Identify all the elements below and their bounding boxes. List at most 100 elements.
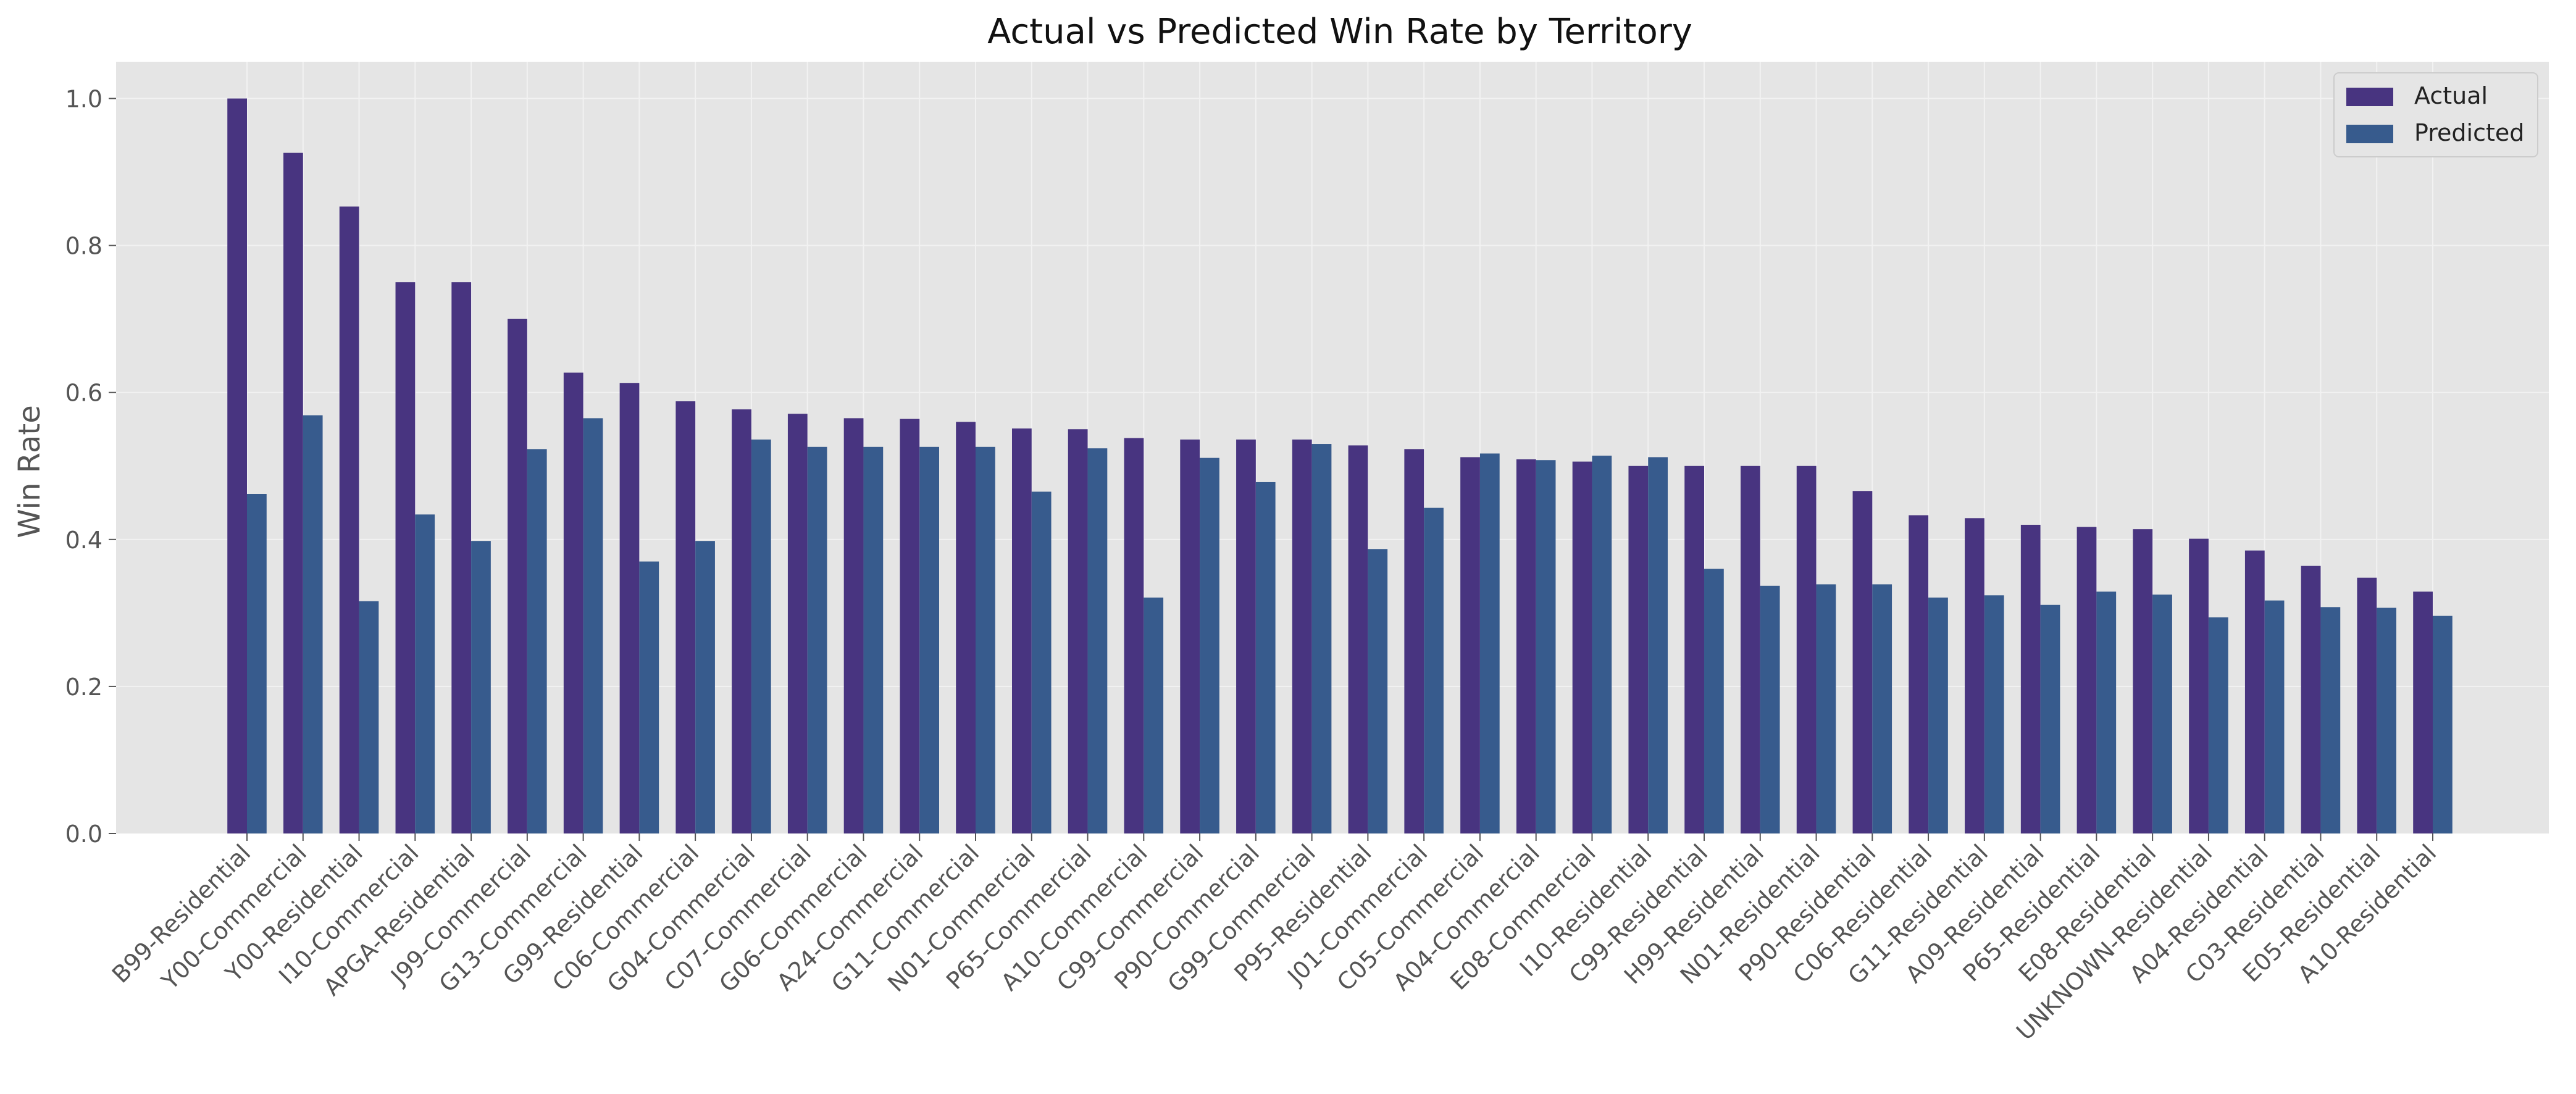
bar-actual [956, 422, 976, 833]
bar-predicted [976, 446, 995, 833]
bar-predicted [751, 439, 771, 833]
bar-actual [2413, 591, 2433, 833]
y-tick-label: 0.8 [65, 233, 102, 260]
bar-actual [227, 98, 247, 833]
y-tick-label: 0.0 [65, 820, 102, 848]
bar-predicted [583, 418, 603, 833]
bar-actual [2076, 527, 2097, 833]
bar-predicted [2152, 595, 2172, 833]
bar-predicted [1311, 444, 1332, 833]
bar-predicted [2096, 591, 2117, 833]
bar-actual [1572, 461, 1592, 833]
bar-predicted [639, 561, 659, 833]
bar-actual [619, 383, 640, 833]
bar-predicted [1031, 491, 1052, 833]
bar-predicted [359, 601, 379, 833]
legend-swatch [2346, 125, 2393, 143]
bar-predicted [695, 541, 715, 833]
bar-predicted [247, 494, 267, 833]
bar-actual [1965, 518, 1984, 833]
legend: Actual Predicted [2333, 72, 2538, 157]
bar-predicted [2040, 604, 2060, 833]
bar-actual [900, 419, 920, 833]
bar-predicted [2264, 600, 2285, 833]
bar-predicted [1984, 595, 2004, 833]
bar-actual [1684, 466, 1704, 833]
bar-predicted [303, 415, 323, 833]
y-tick-label: 1.0 [65, 86, 102, 113]
bar-predicted [919, 446, 939, 833]
bar-predicted [1479, 453, 1500, 833]
bar-actual [732, 409, 751, 833]
bar-actual [2244, 550, 2265, 833]
bar-actual [2020, 525, 2041, 833]
legend-label: Predicted [2414, 119, 2524, 146]
series-actual [227, 98, 2433, 834]
bar-actual [1741, 466, 1760, 833]
legend-swatch [2346, 88, 2393, 106]
bar-actual [1460, 457, 1480, 833]
bar-predicted [2433, 616, 2453, 833]
bar-predicted [1536, 460, 1556, 833]
bar-predicted [1424, 507, 1444, 833]
bar-actual [1124, 438, 1144, 833]
bar-predicted [1816, 584, 1836, 833]
bar-actual [1796, 466, 1817, 833]
y-axis-label: Win Rate [12, 405, 47, 538]
bar-actual [508, 319, 527, 833]
bar-actual [451, 282, 472, 834]
series-predicted [247, 415, 2453, 833]
bar-actual [1012, 428, 1032, 833]
bar-actual [1852, 491, 1873, 833]
y-tick-label: 0.6 [65, 380, 102, 407]
bar-actual [563, 372, 583, 833]
bar-actual [395, 282, 416, 834]
bar-predicted [527, 449, 547, 833]
bar-predicted [2208, 617, 2228, 833]
bar-predicted [415, 514, 435, 833]
bar-predicted [1087, 448, 1108, 833]
bar-actual [1292, 439, 1312, 833]
bar-actual [2357, 577, 2377, 833]
bar-predicted [863, 446, 884, 833]
bar-predicted [1704, 569, 1724, 833]
bar-predicted [1928, 597, 1948, 833]
bar-predicted [1592, 456, 1612, 833]
bar-actual [283, 152, 303, 834]
bar-actual [2189, 538, 2209, 833]
bar-predicted [1368, 549, 1388, 833]
bar-actual [1628, 466, 1649, 833]
bar-actual [1068, 429, 1088, 833]
bar-predicted [2320, 607, 2341, 833]
bar-actual [2133, 529, 2153, 833]
y-tick-label: 0.2 [65, 674, 102, 701]
bar-predicted [1200, 457, 1219, 833]
y-tick-label: 0.4 [65, 527, 102, 554]
bars [227, 98, 2453, 834]
y-axis: 0.0 0.2 0.4 0.6 0.8 1.0 [65, 86, 116, 848]
bar-predicted [807, 446, 827, 833]
chart-title: Actual vs Predicted Win Rate by Territor… [987, 12, 1692, 52]
bar-predicted [471, 541, 491, 833]
bar-actual [1516, 459, 1536, 833]
bar-predicted [1648, 457, 1668, 833]
legend-label: Actual [2414, 82, 2488, 109]
bar-actual [1180, 439, 1200, 833]
bar-predicted [1760, 585, 1780, 833]
bar-actual [339, 206, 359, 833]
bar-predicted [1872, 584, 1892, 833]
bar-predicted [1144, 597, 1164, 833]
bar-actual [1404, 449, 1424, 833]
bar-predicted [2377, 608, 2396, 833]
x-axis: B99-ResidentialY00-CommercialY00-Residen… [107, 833, 2441, 1045]
bar-actual [843, 418, 864, 833]
bar-actual [2301, 566, 2321, 833]
bar-actual [787, 414, 808, 833]
bar-predicted [1255, 482, 1276, 833]
bar-actual [1236, 439, 1256, 833]
bar-actual [675, 401, 696, 833]
bar-actual [1348, 445, 1368, 833]
bar-actual [1909, 515, 1929, 833]
